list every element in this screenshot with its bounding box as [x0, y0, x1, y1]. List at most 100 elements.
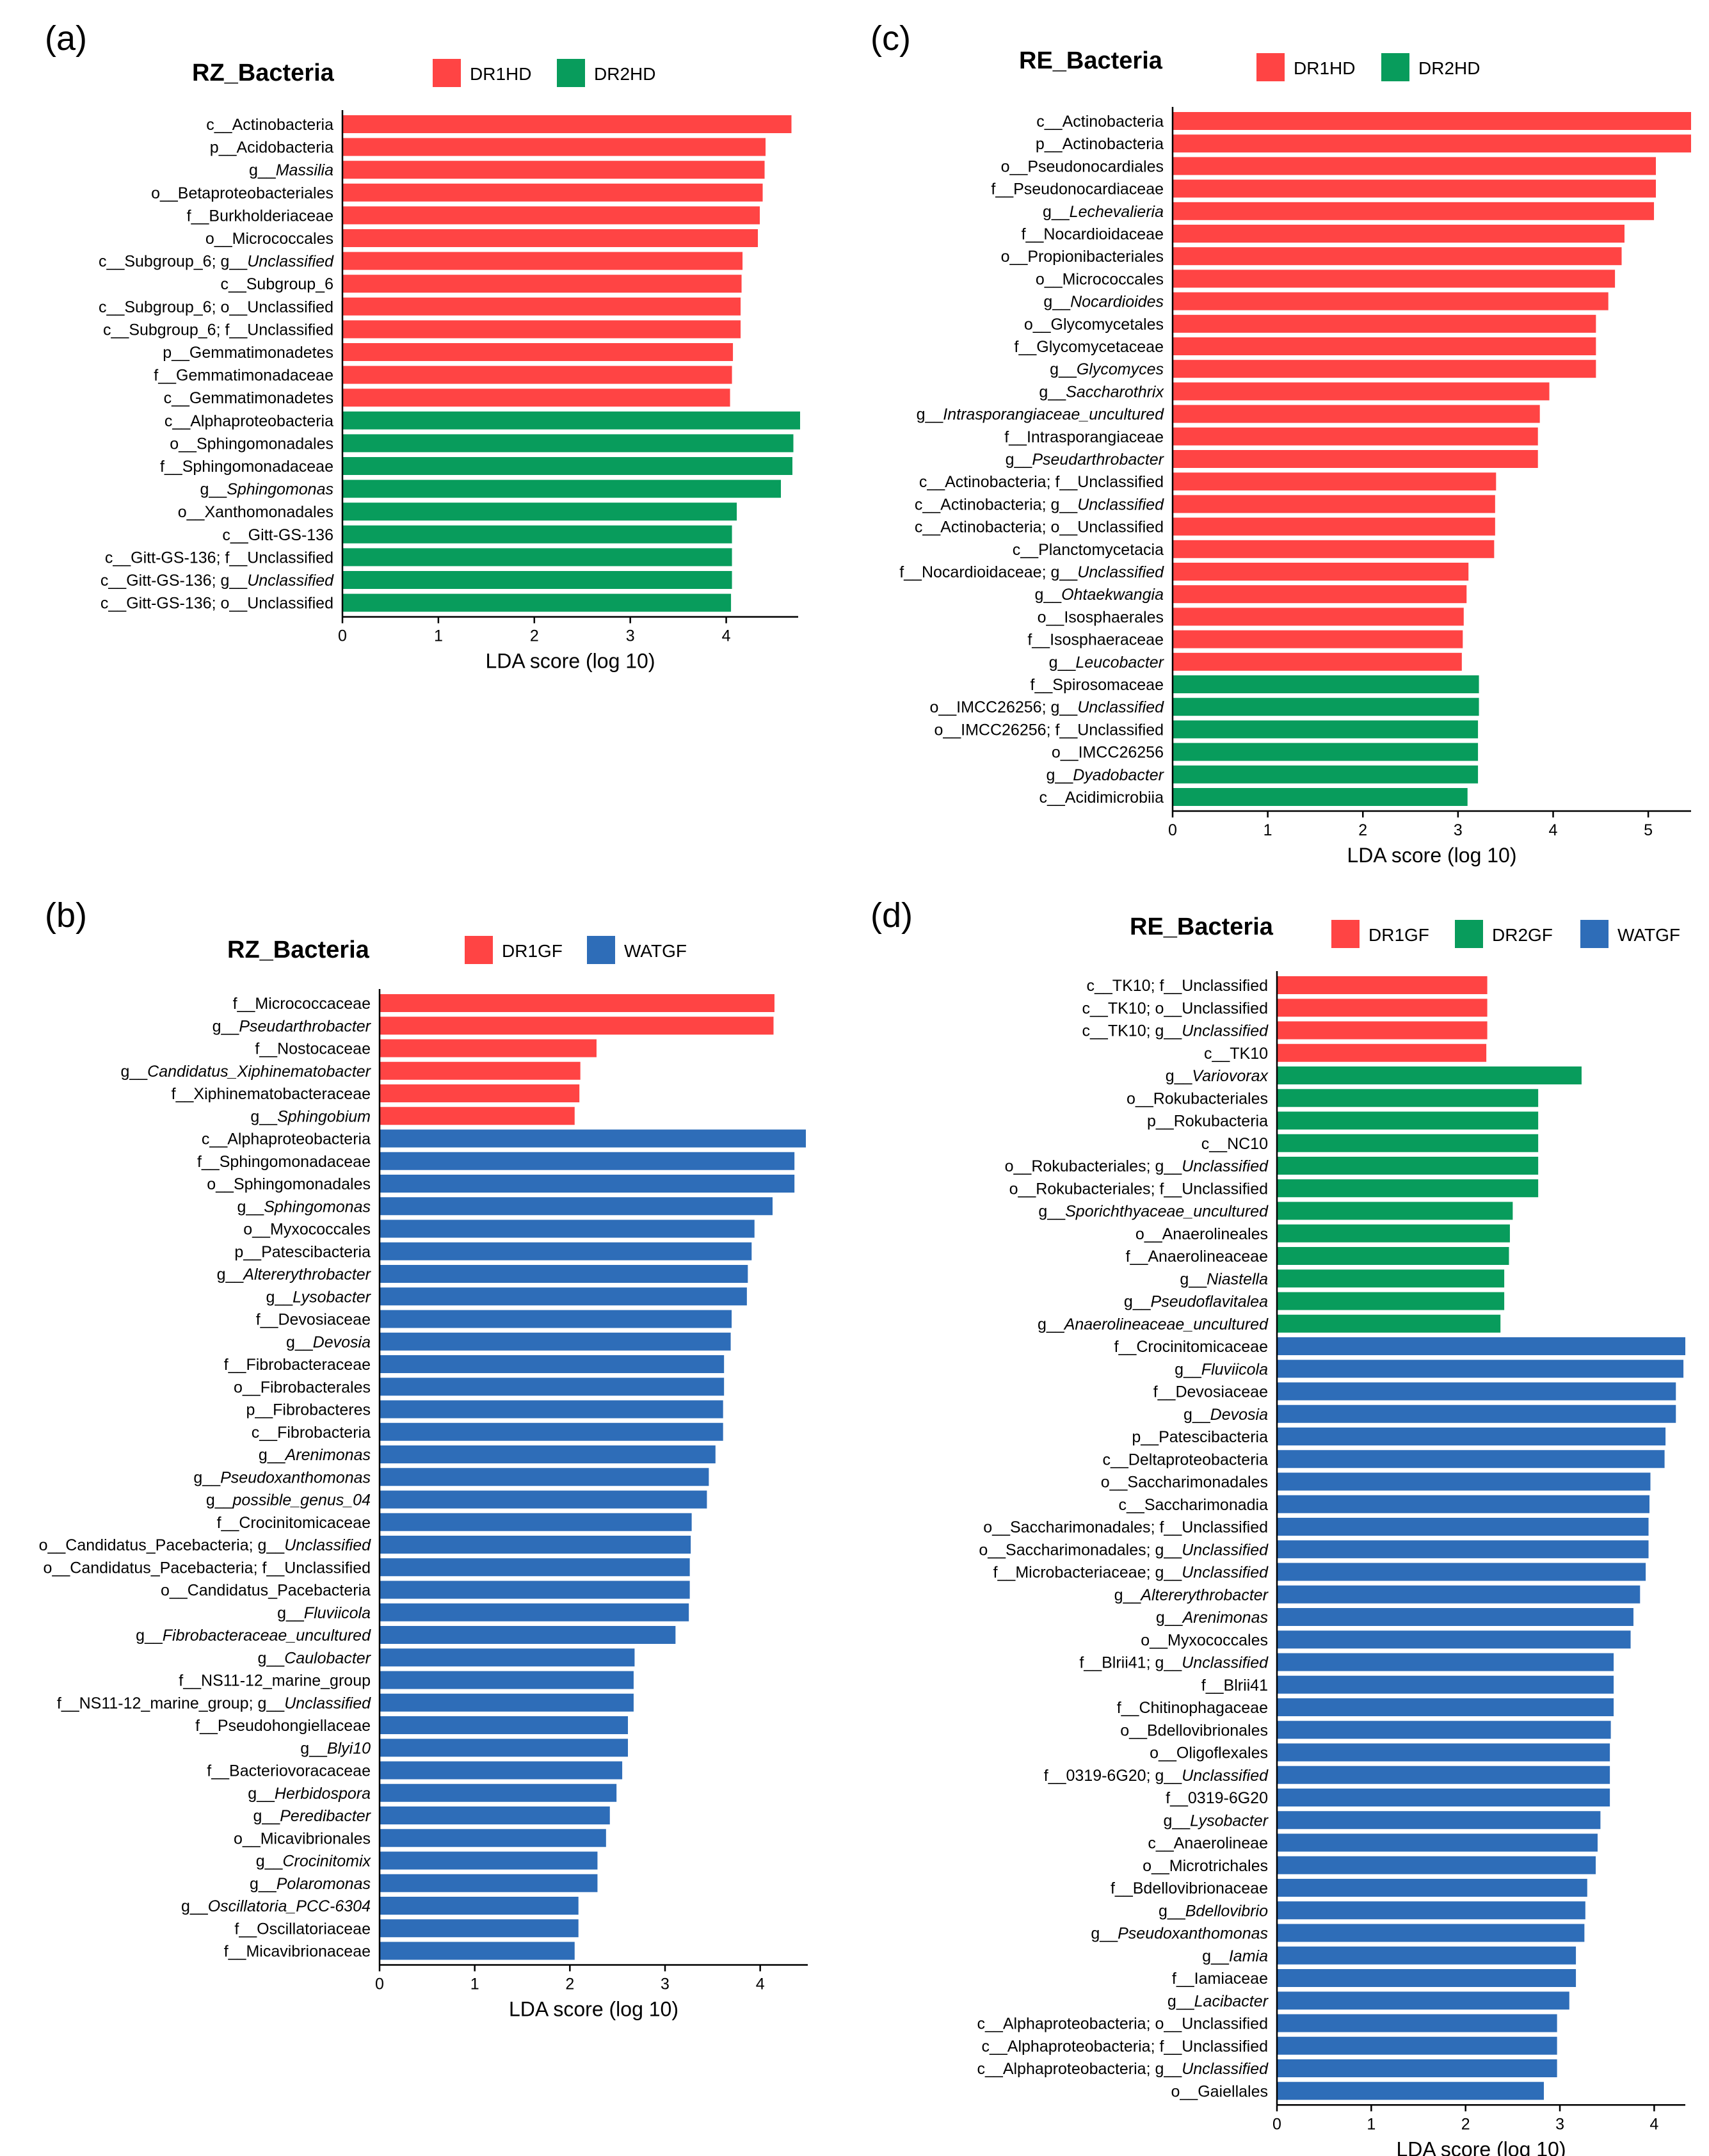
bar-label: p__Rokubacteria: [1147, 1113, 1268, 1130]
bar: [1277, 1540, 1649, 1559]
bar-label: g__Iamia: [1202, 1947, 1268, 1965]
bar-label: c__Gitt-GS-136; o__Unclassified: [100, 595, 333, 613]
bar: [380, 1536, 691, 1554]
panel-c: (c) RE_Bacteria DR1HD DR2HD c__Actinobacteri…: [871, 19, 1691, 867]
bar: [1277, 2014, 1557, 2032]
bar-label: c__Actinobacteria; g__Unclassified: [915, 495, 1164, 513]
bar: [1277, 1292, 1505, 1310]
bar: [342, 457, 793, 475]
bar-label: o__Anaerolineales: [1135, 1225, 1268, 1243]
bar-label: c__Acidimicrobiia: [1039, 789, 1164, 807]
x-tick-label: 4: [1649, 2115, 1658, 2133]
bar: [1173, 743, 1479, 761]
bar-label: o__Rokubacteriales; g__Unclassified: [1005, 1157, 1269, 1175]
bar-label: f__0319-6G20; g__Unclassified: [1044, 1767, 1269, 1785]
bar-label: g__Polaromonas: [250, 1875, 371, 1893]
bar: [342, 411, 800, 430]
bar-label: f__0319-6G20: [1166, 1789, 1268, 1807]
legend-swatch: [1331, 920, 1360, 948]
bar: [1277, 1856, 1596, 1874]
bar-label: f__Devosiaceae: [256, 1311, 371, 1329]
bar-label: g__Oscillatoria_PCC-6304: [181, 1897, 371, 1915]
chart-title: RZ_Bacteria: [227, 937, 370, 963]
bar: [1277, 1472, 1651, 1491]
bar: [380, 1468, 709, 1486]
bar: [1277, 1089, 1539, 1107]
bar: [1277, 1428, 1666, 1445]
bar-label: f__Anaerolineaceae: [1126, 1248, 1268, 1266]
bar: [1173, 517, 1495, 536]
bar-label: f__Xiphinematobacteraceae: [172, 1085, 371, 1103]
bar-label: p__Fibrobacteres: [246, 1401, 371, 1419]
bar: [1277, 1811, 1601, 1830]
bar-label: f__Spirosomaceae: [1031, 676, 1164, 694]
bar: [380, 1874, 598, 1892]
bar-label: c__Alphaproteobacteria: [202, 1130, 371, 1148]
bar-label: f__Oscillatoriaceae: [234, 1920, 371, 1938]
x-tick-label: 1: [470, 1975, 479, 1993]
legend-label: DR1GF: [1368, 925, 1429, 945]
bar-label: c__TK10; g__Unclassified: [1082, 1022, 1269, 1040]
bar-label: g__Fluviicola: [1175, 1360, 1268, 1378]
bar: [380, 1197, 773, 1216]
bar-label: g__Sphingomonas: [200, 481, 333, 499]
x-tick-label: 2: [565, 1975, 574, 1993]
bar: [1277, 2082, 1544, 2100]
bar: [342, 229, 758, 247]
chart-title: RE_Bacteria: [1019, 47, 1163, 74]
bar: [342, 161, 765, 179]
bar: [380, 1355, 725, 1373]
bar: [380, 1942, 575, 1960]
bar-label: c__Planctomycetacia: [1013, 541, 1164, 559]
panel-label: (a): [45, 19, 87, 58]
bar-label: g__Lysobacter: [266, 1288, 371, 1306]
bar: [1277, 1157, 1539, 1175]
bar: [1277, 1721, 1611, 1739]
bar: [342, 593, 732, 612]
bar: [380, 1152, 795, 1170]
bar: [342, 138, 766, 156]
bar-label: c__Gitt-GS-136: [222, 526, 333, 544]
bar: [1173, 472, 1496, 491]
bar: [1277, 1833, 1598, 1852]
bar: [1277, 1901, 1585, 1920]
bar-label: o__Myxococcales: [1141, 1631, 1268, 1649]
bar: [380, 1175, 795, 1193]
x-tick-label: 0: [1272, 2115, 1281, 2133]
bar-label: o__IMCC26256; f__Unclassified: [934, 721, 1164, 739]
bar-label: o__Pseudonocardiales: [1001, 157, 1164, 175]
x-tick-label: 3: [1555, 2115, 1564, 2133]
bar-label: o__Oligoflexales: [1150, 1744, 1268, 1762]
bar: [1173, 270, 1616, 288]
bar-label: g__Sporichthyaceae_uncultured: [1038, 1203, 1269, 1221]
bar-label: f__Pseudonocardiaceae: [991, 181, 1164, 198]
bar: [1173, 247, 1622, 266]
bar: [1173, 607, 1464, 626]
bar-label: o__Micavibrionales: [234, 1830, 371, 1847]
bar-label: g__Lacibacter: [1167, 1992, 1269, 2010]
bar-label: p__Actinobacteria: [1036, 135, 1164, 153]
bar: [342, 434, 794, 453]
bar: [1277, 1202, 1513, 1220]
bar-label: c__Subgroup_6; o__Unclassified: [99, 298, 333, 316]
bar: [380, 1084, 580, 1102]
bar-label: o__Saccharimonadales; f__Unclassified: [983, 1518, 1268, 1536]
bar-label: o__Glycomycetales: [1024, 316, 1164, 334]
bar-label: o__Candidatus_Pacebacteria: [161, 1582, 371, 1600]
bar: [380, 1603, 689, 1621]
bar: [1173, 157, 1657, 175]
x-tick-label: 3: [661, 1975, 670, 1993]
bar-label: g__Devosia: [286, 1333, 371, 1351]
legend-swatch: [587, 936, 615, 964]
bar-label: f__Intrasporangiaceae: [1004, 428, 1164, 446]
bar: [1277, 1946, 1577, 1965]
bar-label: c__NC10: [1201, 1135, 1268, 1153]
x-tick-label: 4: [722, 627, 731, 645]
bar-label: g__Pseudoflavitalea: [1124, 1293, 1268, 1311]
bar-label: o__Fibrobacterales: [234, 1378, 371, 1396]
x-tick-label: 5: [1644, 821, 1653, 839]
bar: [1277, 1585, 1641, 1604]
bar: [380, 1242, 752, 1260]
bar-label: c__Gemmatimonadetes: [164, 389, 333, 407]
